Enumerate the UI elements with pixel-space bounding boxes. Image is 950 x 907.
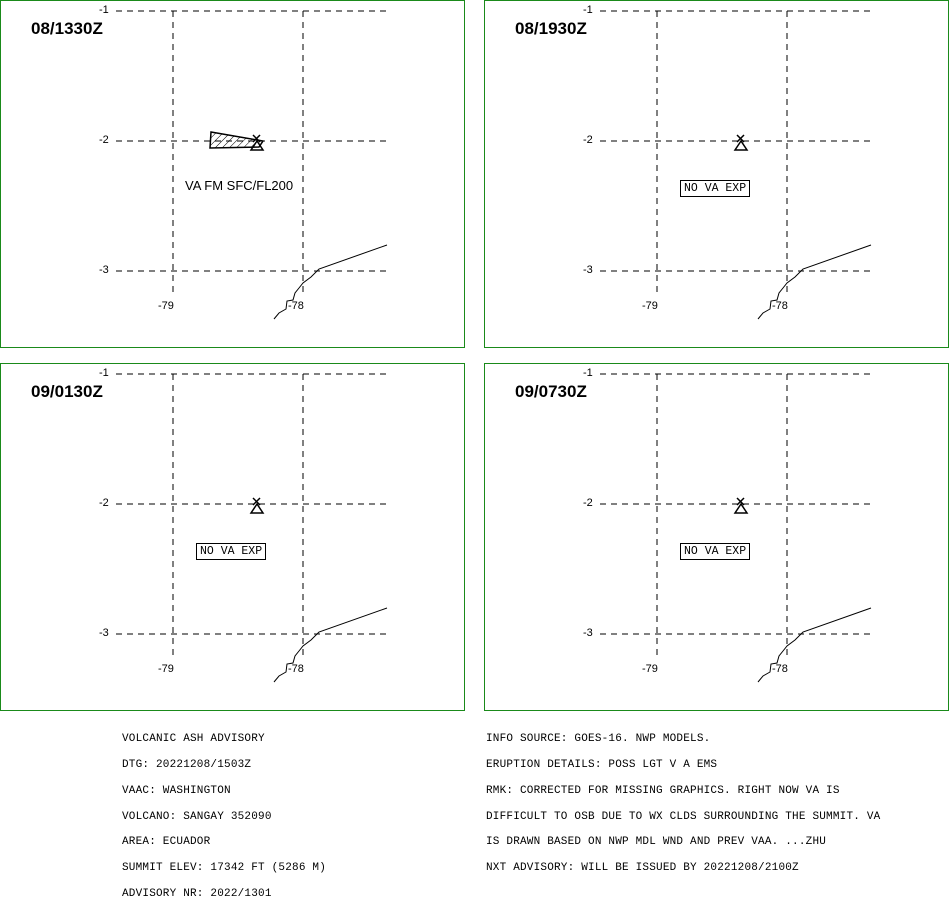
coastline bbox=[273, 607, 388, 683]
lon-label: -79 bbox=[642, 663, 658, 675]
lat-label: -3 bbox=[99, 264, 109, 276]
lon-label: -78 bbox=[772, 300, 788, 312]
valid-time-label: 09/0730Z bbox=[515, 382, 587, 401]
lat-label: -1 bbox=[583, 367, 593, 379]
map-panel-2: 08/1930Z -1 -2 -3 -79 -78 NO VA EXP bbox=[484, 0, 949, 348]
lat-label: -2 bbox=[583, 497, 593, 509]
map-graphic bbox=[116, 373, 388, 683]
volcano-symbol bbox=[733, 497, 749, 514]
map-panel-4: 09/0730Z -1 -2 -3 -79 -78 NO VA EXP bbox=[484, 363, 949, 711]
coastline bbox=[273, 244, 388, 320]
lat-label: -2 bbox=[583, 134, 593, 146]
volcano-symbol bbox=[733, 134, 749, 151]
advisory-right: INFO SOURCE: GOES-16. NWP MODELS. ERUPTI… bbox=[486, 718, 880, 881]
valid-time-label: 09/0130Z bbox=[31, 382, 103, 401]
lat-label: -3 bbox=[99, 627, 109, 639]
lat-label: -1 bbox=[99, 367, 109, 379]
valid-time-label: 08/1330Z bbox=[31, 19, 103, 38]
advisory-line: DTG: 20221208/1503Z bbox=[122, 758, 252, 771]
lat-label: -1 bbox=[583, 4, 593, 16]
lon-label: -79 bbox=[642, 300, 658, 312]
volcano-symbol bbox=[249, 497, 265, 514]
lat-label: -3 bbox=[583, 627, 593, 639]
ash-cloud-polygon bbox=[209, 131, 265, 149]
lon-label: -78 bbox=[772, 663, 788, 675]
lon-label: -79 bbox=[158, 663, 174, 675]
va-level-label: VA FM SFC/FL200 bbox=[185, 178, 294, 193]
lon-label: -79 bbox=[158, 300, 174, 312]
advisory-line: IS DRAWN BASED ON NWP MDL WND AND PREV V… bbox=[486, 836, 827, 849]
advisory-line: NXT ADVISORY: WILL BE ISSUED BY 20221208… bbox=[486, 862, 799, 875]
lat-label: -1 bbox=[99, 4, 109, 16]
map-panel-3: 09/0130Z -1 -2 -3 -79 -78 NO VA EXP bbox=[0, 363, 465, 711]
advisory-line: ERUPTION DETAILS: POSS LGT V A EMS bbox=[486, 758, 718, 771]
advisory-line: DIFFICULT TO OSB DUE TO WX CLDS SURROUND… bbox=[486, 810, 881, 823]
advisory-line: ADVISORY NR: 2022/1301 bbox=[122, 887, 272, 900]
coastline bbox=[757, 607, 872, 683]
no-va-exp-box: NO VA EXP bbox=[680, 543, 751, 560]
map-graphic bbox=[116, 10, 388, 320]
advisory-line: AREA: ECUADOR bbox=[122, 836, 211, 849]
map-panel-1: 08/1330Z -1 -2 -3 -79 -78 VA FM SFC/FL20… bbox=[0, 0, 465, 348]
advisory-line: VOLCANIC ASH ADVISORY bbox=[122, 733, 265, 746]
lon-label: -78 bbox=[288, 663, 304, 675]
advisory-left: VOLCANIC ASH ADVISORY DTG: 20221208/1503… bbox=[122, 718, 326, 907]
map-graphic bbox=[600, 373, 872, 683]
no-va-exp-box: NO VA EXP bbox=[680, 180, 751, 197]
advisory-line: RMK: CORRECTED FOR MISSING GRAPHICS. RIG… bbox=[486, 784, 840, 797]
advisory-line: INFO SOURCE: GOES-16. NWP MODELS. bbox=[486, 733, 711, 746]
valid-time-label: 08/1930Z bbox=[515, 19, 587, 38]
lat-label: -2 bbox=[99, 497, 109, 509]
advisory-line: SUMMIT ELEV: 17342 FT (5286 M) bbox=[122, 862, 327, 875]
coastline bbox=[757, 244, 872, 320]
lat-label: -2 bbox=[99, 134, 109, 146]
volcano-symbol bbox=[249, 134, 265, 151]
lat-label: -3 bbox=[583, 264, 593, 276]
lon-label: -78 bbox=[288, 300, 304, 312]
no-va-exp-box: NO VA EXP bbox=[196, 543, 267, 560]
advisory-line: VAAC: WASHINGTON bbox=[122, 784, 231, 797]
map-graphic bbox=[600, 10, 872, 320]
advisory-line: VOLCANO: SANGAY 352090 bbox=[122, 810, 272, 823]
